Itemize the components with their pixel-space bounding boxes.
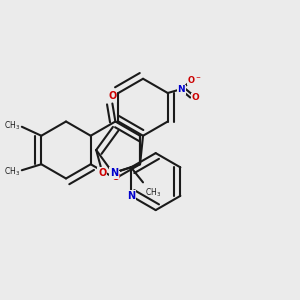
Text: CH$_3$: CH$_3$ xyxy=(4,166,20,178)
Text: O: O xyxy=(192,93,200,102)
Text: CH$_3$: CH$_3$ xyxy=(145,187,161,200)
Text: O: O xyxy=(111,172,119,182)
Text: O: O xyxy=(108,91,116,101)
Text: N: N xyxy=(127,191,135,201)
Text: O: O xyxy=(98,168,106,178)
Text: O$^-$: O$^-$ xyxy=(188,74,202,85)
Text: N: N xyxy=(110,168,118,178)
Text: N: N xyxy=(177,85,185,94)
Text: CH$_3$: CH$_3$ xyxy=(4,119,20,131)
